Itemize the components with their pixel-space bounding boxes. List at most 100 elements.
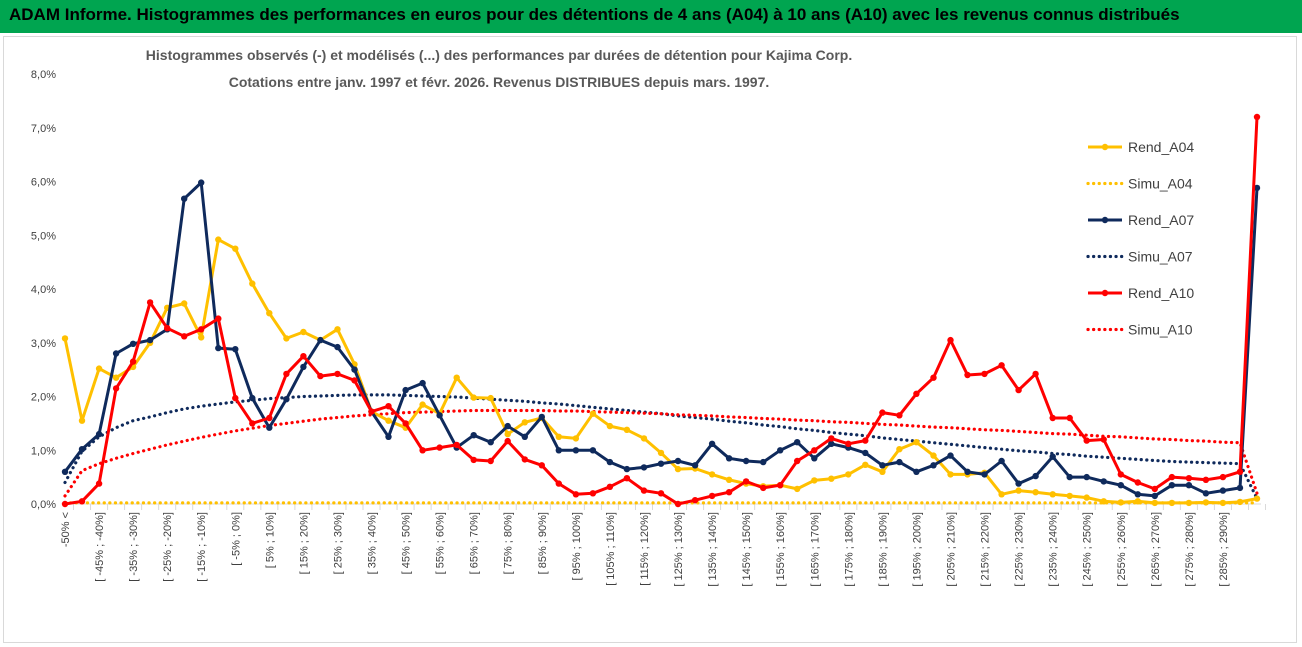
- legend-label-rend-a04: Rend_A04: [1128, 139, 1194, 155]
- data-point-rend-a10: [521, 456, 528, 463]
- data-point-rend-a04: [1117, 499, 1125, 506]
- data-point-rend-a07: [589, 447, 597, 454]
- data-point-rend-a04: [385, 417, 392, 424]
- data-point-rend-a04: [623, 426, 631, 433]
- data-point-rend-a04: [453, 374, 460, 381]
- data-point-rend-a07: [606, 458, 614, 466]
- data-point-rend-a04: [1049, 491, 1056, 498]
- data-point-rend-a04: [930, 452, 937, 459]
- legend-marker-rend-a10: [1101, 289, 1109, 297]
- data-point-rend-a07: [742, 457, 750, 465]
- x-tick-label: [ 135% ; 140%]: [707, 512, 719, 587]
- data-point-rend-a04: [708, 471, 716, 478]
- data-point-rend-a07: [879, 462, 886, 469]
- data-point-rend-a07: [760, 458, 767, 466]
- y-axis: 0,0% 1,0% 2,0% 3,0% 4,0% 5,0% 6,0% 7,0% 8,0%: [31, 69, 56, 511]
- data-point-rend-a07: [317, 336, 324, 344]
- legend-marker-rend-a04: [1101, 143, 1109, 151]
- data-point-rend-a10: [657, 490, 665, 497]
- data-point-rend-a04: [215, 236, 222, 243]
- data-point-rend-a07: [896, 458, 903, 466]
- data-point-rend-a04: [657, 449, 665, 457]
- data-point-rend-a10: [1015, 386, 1022, 394]
- data-point-rend-a07: [623, 465, 631, 473]
- data-point-rend-a10: [181, 333, 188, 340]
- data-point-rend-a10: [351, 377, 358, 384]
- data-point-rend-a07: [777, 447, 784, 454]
- x-tick-label: [ 245% ; 250%]: [1082, 512, 1094, 587]
- y-tick-label: 5,0%: [31, 230, 56, 242]
- x-tick-label: [ 5% ; 10%]: [264, 512, 276, 568]
- data-point-rend-a04: [794, 485, 801, 493]
- data-point-rend-a04: [1032, 489, 1039, 496]
- data-point-rend-a10: [112, 385, 120, 392]
- data-point-rend-a10: [708, 492, 716, 500]
- data-point-rend-a04: [811, 477, 818, 484]
- data-point-rend-a10: [317, 372, 324, 380]
- data-point-rend-a04: [232, 245, 239, 252]
- data-point-rend-a07: [1083, 473, 1090, 481]
- data-point-rend-a10: [947, 336, 954, 344]
- data-point-rend-a04: [572, 435, 580, 442]
- data-point-rend-a10: [691, 497, 699, 504]
- data-point-rend-a07: [1066, 473, 1073, 481]
- data-point-rend-a07: [1202, 490, 1210, 497]
- data-point-rend-a10: [1100, 436, 1107, 443]
- data-point-rend-a10: [538, 462, 545, 469]
- x-axis: -50% < [ -45% ; -40%] [ -35% ; -30%] [ -25%…: [60, 503, 1267, 587]
- data-point-rend-a07: [1168, 482, 1176, 489]
- data-point-rend-a04: [249, 280, 256, 287]
- data-point-rend-a07: [1117, 482, 1125, 489]
- data-point-rend-a04: [1083, 494, 1090, 501]
- data-point-rend-a10: [725, 489, 733, 496]
- data-point-rend-a07: [1151, 492, 1159, 500]
- legend-label-simu-a04: Simu_A04: [1128, 176, 1193, 192]
- data-point-rend-a10: [998, 362, 1005, 369]
- y-tick-label: 0,0%: [31, 499, 56, 511]
- data-point-rend-a10: [402, 420, 409, 427]
- data-point-rend-a10: [1236, 468, 1244, 475]
- data-point-rend-a04: [896, 446, 903, 453]
- data-point-rend-a07: [828, 440, 835, 447]
- data-point-rend-a04: [181, 300, 188, 307]
- data-point-rend-a04: [419, 401, 426, 408]
- data-point-rend-a04: [283, 335, 290, 342]
- data-point-rend-a07: [674, 457, 682, 465]
- data-point-rend-a10: [896, 412, 903, 419]
- data-point-rend-a10: [232, 394, 239, 402]
- data-point-rend-a07: [95, 430, 103, 438]
- data-point-rend-a04: [674, 465, 682, 473]
- data-point-rend-a07: [1185, 482, 1193, 489]
- data-point-rend-a10: [95, 480, 103, 487]
- data-point-rend-a07: [708, 440, 716, 447]
- chart-svg: Histogrammes observés (-) et modélisés (…: [31, 47, 1267, 587]
- data-point-rend-a07: [691, 462, 699, 469]
- data-point-rend-a10: [623, 475, 631, 482]
- data-point-rend-a10: [879, 409, 886, 416]
- data-point-rend-a04: [198, 334, 205, 341]
- data-point-rend-a10: [1202, 476, 1210, 483]
- data-point-rend-a07: [1253, 184, 1261, 192]
- data-point-rend-a04: [78, 417, 86, 424]
- legend-label-simu-a10: Simu_A10: [1128, 322, 1193, 338]
- data-point-rend-a04: [1219, 499, 1227, 507]
- data-point-rend-a04: [1236, 498, 1244, 506]
- data-point-rend-a10: [470, 456, 477, 464]
- x-tick-label: [ 225% ; 230%]: [1014, 512, 1026, 587]
- data-point-rend-a10: [1253, 113, 1261, 121]
- series-line-rend-a10: [64, 116, 1259, 506]
- data-point-rend-a10: [845, 440, 852, 447]
- data-point-rend-a10: [1134, 479, 1142, 486]
- legend-marker-rend-a07: [1101, 216, 1109, 224]
- data-point-rend-a07: [657, 460, 665, 467]
- y-tick-label: 8,0%: [31, 69, 56, 81]
- data-point-rend-a07: [385, 433, 392, 440]
- data-point-rend-a10: [1083, 437, 1090, 444]
- data-point-rend-a07: [232, 346, 239, 353]
- x-tick-label: [ 45% ; 50%]: [401, 512, 413, 574]
- data-point-rend-a10: [1185, 475, 1193, 482]
- data-point-rend-a10: [1117, 471, 1125, 478]
- x-tick-label: [ 165% ; 170%]: [809, 512, 821, 587]
- data-point-rend-a10: [249, 420, 256, 427]
- data-point-rend-a07: [215, 344, 222, 352]
